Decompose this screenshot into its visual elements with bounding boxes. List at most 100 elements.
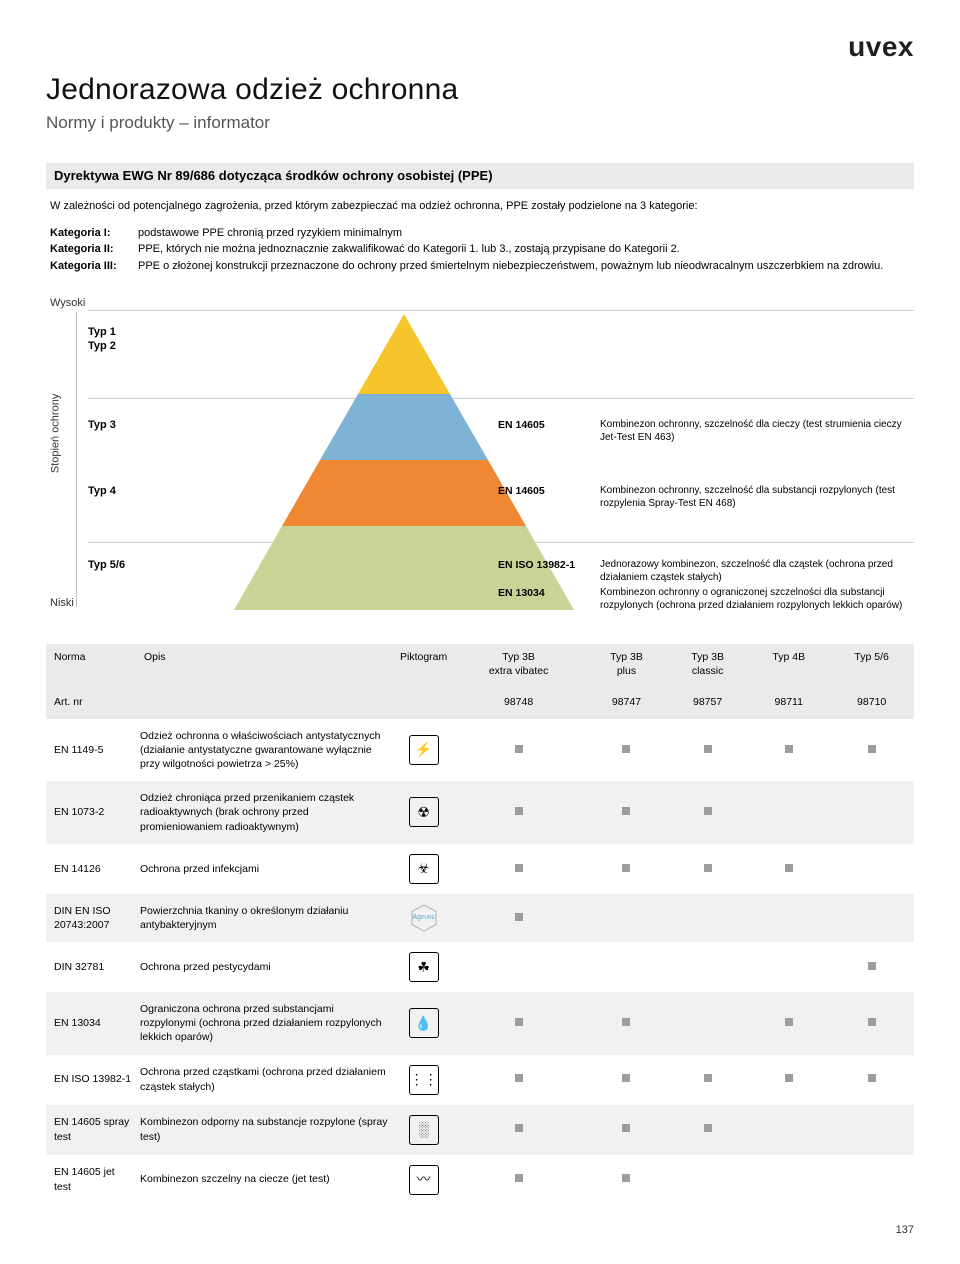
check-icon: [515, 1018, 523, 1026]
check-icon: [622, 1124, 630, 1132]
typ5-desc: Jednorazowy kombinezon, szczelność dla c…: [600, 558, 914, 584]
typ4-norm: EN 14605: [498, 484, 588, 510]
cell-norma: EN 13034: [46, 992, 136, 1055]
cell-value: [667, 1055, 748, 1105]
cell-value: [451, 1155, 586, 1205]
th-col-4: Typ 5/6: [829, 644, 914, 684]
cell-value: [667, 781, 748, 844]
cell-norma: DIN 32781: [46, 942, 136, 992]
table-row: EN 1073-2Odzież chroniąca przed przenika…: [46, 781, 914, 844]
cell-value: [451, 781, 586, 844]
check-icon: [515, 1124, 523, 1132]
cell-value: [748, 1055, 829, 1105]
cell-opis: Odzież ochronna o właściwościach antysta…: [136, 719, 396, 782]
cell-value: [748, 781, 829, 844]
cell-opis: Kombinezon odporny na substancje rozpylo…: [136, 1105, 396, 1155]
cell-value: [451, 719, 586, 782]
page: uvex Jednorazowa odzież ochronna Normy i…: [0, 0, 960, 1249]
cell-value: [667, 1155, 748, 1205]
typ3-label: Typ 3: [88, 418, 158, 433]
typ2-label: Typ 2: [88, 340, 158, 354]
cell-pictogram: ☣: [396, 844, 451, 894]
cell-value: [586, 942, 667, 992]
cell-value: [667, 844, 748, 894]
table-row: DIN 32781Ochrona przed pestycydami☘: [46, 942, 914, 992]
check-icon: [622, 1074, 630, 1082]
cell-pictogram: ☘: [396, 942, 451, 992]
check-icon: [868, 962, 876, 970]
art-3: 98711: [748, 685, 829, 719]
category-label: Kategoria I:: [50, 226, 132, 241]
cell-value: [748, 942, 829, 992]
typ6-desc: Kombinezon ochronny o ograniczonej szcze…: [600, 586, 914, 612]
typ4-desc: Kombinezon ochronny, szczelność dla subs…: [600, 484, 914, 510]
cell-value: [586, 1155, 667, 1205]
section-header: Dyrektywa EWG Nr 89/686 dotycząca środkó…: [46, 163, 914, 189]
cell-value: [586, 894, 667, 942]
check-icon: [704, 745, 712, 753]
check-icon: [704, 1074, 712, 1082]
cell-value: [829, 992, 914, 1055]
check-icon: [622, 864, 630, 872]
divider: [88, 310, 914, 311]
cell-norma: DIN EN ISO 20743:2007: [46, 894, 136, 942]
table-body: EN 1149-5Odzież ochronna o właściwościac…: [46, 719, 914, 1205]
cell-pictogram: ⋮⋮: [396, 1055, 451, 1105]
typ3-norm: EN 14605: [498, 418, 588, 444]
cell-value: [451, 992, 586, 1055]
cell-value: [451, 1055, 586, 1105]
th-col-3: Typ 4B: [748, 644, 829, 684]
axis-label: Stopień ochrony: [48, 394, 63, 474]
cell-value: [586, 992, 667, 1055]
check-icon: [868, 1018, 876, 1026]
cell-pictogram: ☢: [396, 781, 451, 844]
band-typ12: Typ 1 Typ 2: [88, 326, 914, 354]
check-icon: [622, 1174, 630, 1182]
cell-value: [748, 719, 829, 782]
page-title: Jednorazowa odzież ochronna: [46, 70, 914, 111]
check-icon: [785, 1074, 793, 1082]
page-number: 137: [46, 1223, 914, 1238]
check-icon: [785, 745, 793, 753]
page-subtitle: Normy i produkty – informator: [46, 112, 914, 135]
cell-value: [829, 942, 914, 992]
cell-value: [451, 894, 586, 942]
cell-opis: Kombinezon szczelny na ciecze (jet test): [136, 1155, 396, 1205]
cell-pictogram: 💧: [396, 992, 451, 1055]
cell-value: [667, 719, 748, 782]
cell-pictogram: 〰: [396, 1155, 451, 1205]
comparison-table: Norma Opis Piktogram Typ 3Bextra vibatec…: [46, 644, 914, 1204]
cell-value: [829, 781, 914, 844]
cell-value: [748, 1105, 829, 1155]
check-icon: [868, 1074, 876, 1082]
cell-opis: Odzież chroniąca przed przenikaniem cząs…: [136, 781, 396, 844]
th-col-1: Typ 3Bplus: [586, 644, 667, 684]
level-high-label: Wysoki: [50, 296, 85, 311]
category-row: Kategoria III:PPE o złożonej konstrukcji…: [46, 259, 914, 274]
cell-value: [829, 844, 914, 894]
cell-value: [667, 1105, 748, 1155]
cell-value: [451, 942, 586, 992]
check-icon: [704, 807, 712, 815]
th-artnr: Art. nr: [46, 685, 396, 719]
axis-line: [76, 312, 77, 607]
category-desc: PPE, których nie można jednoznacznie zak…: [138, 242, 910, 257]
check-icon: [785, 1018, 793, 1026]
typ3-desc: Kombinezon ochronny, szczelność dla ciec…: [600, 418, 914, 444]
category-desc: podstawowe PPE chronią przed ryzykiem mi…: [138, 226, 910, 241]
typ12-label: Typ 1 Typ 2: [88, 326, 158, 354]
typ4-label: Typ 4: [88, 484, 158, 499]
check-icon: [868, 745, 876, 753]
check-icon: [515, 745, 523, 753]
cell-value: [829, 1155, 914, 1205]
band-typ56: Typ 5/6 EN ISO 13982-1 Jednorazowy kombi…: [88, 558, 914, 573]
th-col-2: Typ 3Bclassic: [667, 644, 748, 684]
cell-pictogram: AgPURE: [396, 894, 451, 942]
typ5-norm: EN ISO 13982-1: [498, 558, 588, 584]
check-icon: [515, 1174, 523, 1182]
cell-norma: EN 14605 jet test: [46, 1155, 136, 1205]
check-icon: [622, 807, 630, 815]
cell-value: [586, 1055, 667, 1105]
cell-value: [667, 942, 748, 992]
band-typ4: Typ 4 EN 14605 Kombinezon ochronny, szcz…: [88, 484, 914, 499]
